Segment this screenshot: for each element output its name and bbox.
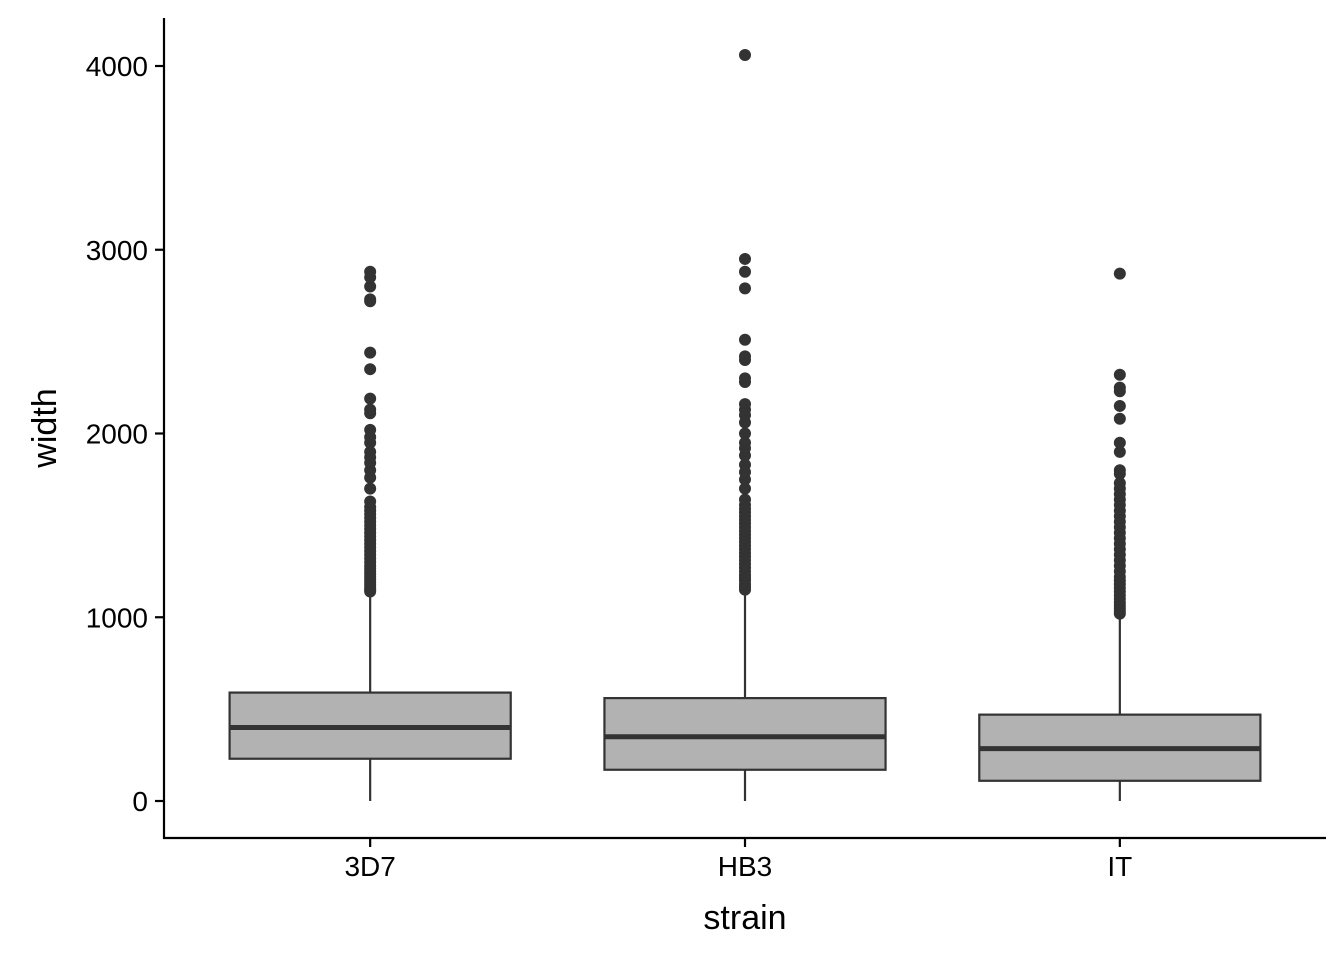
outlier-point bbox=[364, 392, 377, 405]
outlier-point bbox=[739, 48, 751, 61]
y-tick-label: 3000 bbox=[86, 235, 148, 266]
outlier-point bbox=[364, 346, 377, 359]
outlier-point bbox=[364, 280, 377, 293]
outlier-point bbox=[739, 333, 751, 346]
outlier-point bbox=[364, 482, 377, 495]
outlier-point bbox=[364, 445, 377, 458]
outlier-point bbox=[1113, 381, 1126, 394]
outlier-point bbox=[1113, 477, 1126, 490]
outlier-point bbox=[739, 493, 751, 506]
outlier-point bbox=[739, 398, 751, 411]
box-group-hb3 bbox=[603, 48, 887, 801]
outlier-point bbox=[739, 372, 751, 385]
x-tick-label: IT bbox=[1107, 851, 1132, 882]
outlier-point bbox=[739, 436, 751, 449]
outlier-point bbox=[739, 482, 751, 495]
outlier-point bbox=[739, 350, 751, 363]
x-axis-ticks: 3D7 HB3 IT bbox=[344, 838, 1132, 882]
plot-area bbox=[228, 48, 1262, 801]
y-tick-label: 1000 bbox=[86, 602, 148, 633]
outlier-point bbox=[739, 427, 751, 440]
y-tick-label: 2000 bbox=[86, 419, 148, 450]
outlier-point bbox=[1113, 267, 1126, 280]
outlier-point bbox=[364, 403, 377, 416]
box-group-it bbox=[978, 267, 1262, 801]
outlier-point bbox=[739, 282, 751, 295]
outlier-point bbox=[739, 265, 751, 278]
y-axis-title: width bbox=[26, 388, 64, 468]
outlier-point bbox=[739, 458, 751, 471]
outlier-point bbox=[364, 495, 377, 508]
box-group-3d7 bbox=[228, 265, 512, 801]
outlier-point bbox=[1113, 399, 1126, 412]
y-tick-label: 4000 bbox=[86, 51, 148, 82]
outlier-point bbox=[364, 423, 377, 436]
x-axis-title: strain bbox=[703, 899, 786, 937]
outlier-point bbox=[364, 265, 377, 278]
outlier-point bbox=[739, 252, 751, 265]
outlier-point bbox=[364, 293, 377, 306]
outlier-point bbox=[1113, 464, 1126, 477]
outlier-point bbox=[1113, 368, 1126, 381]
x-tick-label: 3D7 bbox=[344, 851, 395, 882]
outlier-point bbox=[364, 363, 377, 376]
y-tick-label: 0 bbox=[132, 786, 148, 817]
outlier-point bbox=[1113, 436, 1126, 449]
box-iqr bbox=[603, 696, 887, 771]
outlier-point bbox=[1113, 445, 1126, 458]
outlier-point bbox=[1113, 412, 1126, 425]
y-axis-ticks: 0 1000 2000 3000 4000 bbox=[86, 51, 164, 817]
x-tick-label: HB3 bbox=[718, 851, 772, 882]
